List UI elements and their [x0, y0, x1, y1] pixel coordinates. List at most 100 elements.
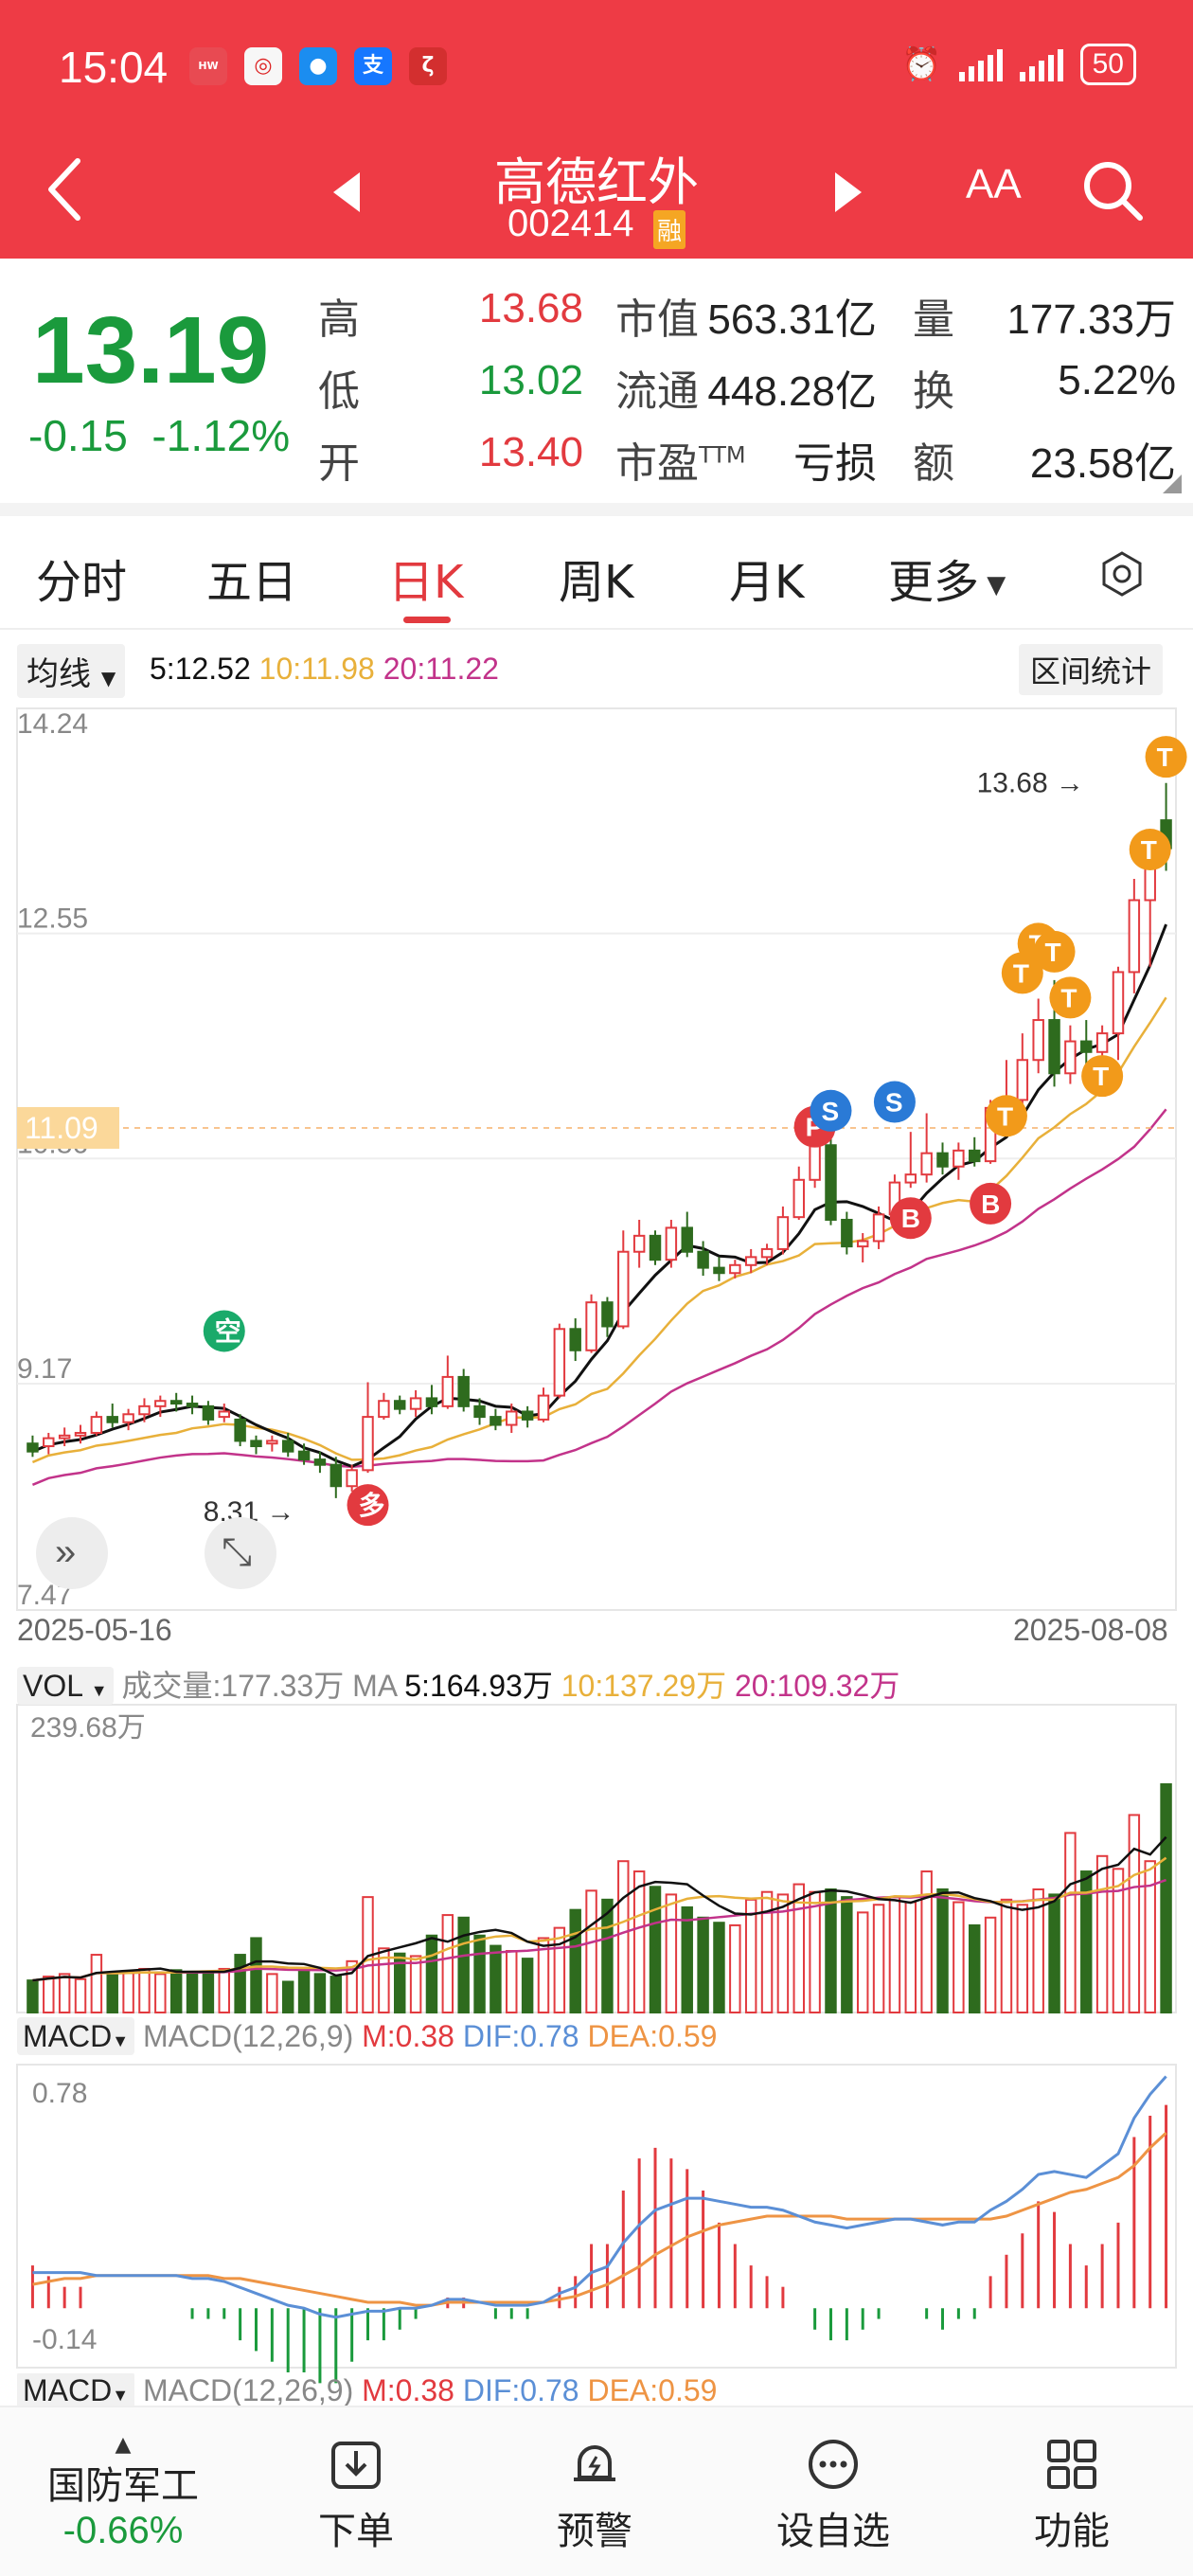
volume-bar	[1064, 1832, 1077, 2013]
candle-body	[569, 1328, 581, 1351]
candle-body	[601, 1301, 614, 1328]
candle-body	[186, 1403, 199, 1407]
t-signal-badge	[1145, 736, 1187, 778]
ma20-value: 20:11.22	[383, 652, 499, 686]
nav-order[interactable]: 下单	[280, 2436, 432, 2555]
candle-body	[169, 1400, 183, 1405]
tab-daily-k[interactable]: 日K	[388, 556, 464, 609]
macd-select-label-2: MACD	[23, 2373, 113, 2406]
candle-body	[266, 1440, 278, 1445]
indicator-select[interactable]: 均线 ▼	[17, 644, 126, 698]
volume-bar	[1032, 1888, 1044, 2013]
candle-body	[250, 1440, 262, 1448]
volume-bar	[43, 1976, 55, 2013]
next-stock-icon[interactable]	[829, 169, 867, 216]
price-tick-label: 12.55	[17, 903, 88, 935]
volume-bar	[697, 1916, 709, 2013]
expand-corner-icon[interactable]	[1163, 474, 1182, 493]
date-end-label: 2025-08-08	[1013, 1613, 1168, 1647]
volume-bar	[138, 1967, 151, 2013]
macd-params-2: MACD(12,26,9)	[142, 2373, 354, 2406]
tab-weekly-k[interactable]: 周K	[559, 556, 634, 609]
alarm-icon: ⏰	[901, 45, 942, 83]
nav-watchlist-label: 设自选	[776, 2510, 890, 2553]
tab-intraday[interactable]: 分时	[36, 556, 128, 609]
settings-icon[interactable]	[1098, 550, 1146, 598]
vol-ma5-line	[32, 1835, 1167, 1982]
candle-body	[281, 1440, 294, 1453]
status-icons: ⏰ 50	[901, 44, 1136, 85]
candle-body	[154, 1400, 167, 1407]
volume-bar	[250, 1937, 262, 2014]
t-signal-badge-letter: T	[1045, 938, 1061, 967]
volume-bar	[681, 1905, 693, 2014]
stock-app-icon: ζ	[409, 47, 447, 85]
add-watch-icon	[809, 2440, 858, 2489]
prev-stock-icon[interactable]	[328, 169, 365, 216]
nav-functions-label: 功能	[1034, 2510, 1110, 2553]
volume-bar	[825, 1888, 837, 2013]
volume-bar	[920, 1870, 933, 2013]
volume-bar	[122, 1970, 134, 2014]
candle-body	[953, 1149, 965, 1168]
volume-bar	[1112, 1868, 1125, 2014]
candle-body	[362, 1416, 374, 1472]
volume-bar	[297, 1970, 311, 2014]
message-icon: ●	[299, 47, 337, 85]
candle-body	[904, 1173, 917, 1184]
volume-bar	[1000, 1898, 1013, 2014]
volume-bar	[1160, 1782, 1172, 2014]
volume-bar	[856, 1911, 869, 2013]
candle-body	[1112, 971, 1125, 1035]
macd-select[interactable]: MACD▼	[17, 2017, 135, 2055]
volume-bar	[760, 1890, 774, 2014]
volume-bar	[218, 1967, 230, 2013]
high-price-marker: 13.68 →	[977, 768, 1084, 799]
grid-icon	[1047, 2440, 1096, 2489]
volume-bar	[953, 1901, 965, 2013]
macd-select-2[interactable]: MACD▼	[17, 2373, 135, 2406]
change-value: -0.15	[28, 411, 128, 460]
font-size-button[interactable]: AA	[966, 161, 1022, 207]
tab-more[interactable]: 更多 ▼	[888, 545, 1006, 611]
range-stats-button[interactable]: 区间统计	[1019, 644, 1164, 695]
nav-alert[interactable]: 预警	[519, 2436, 670, 2555]
price-tick-label: 9.17	[17, 1353, 72, 1385]
volume-bar	[234, 1954, 246, 2013]
t-signal-badge-letter: T	[997, 1101, 1013, 1131]
ma5-value: 5:12.52	[150, 652, 251, 686]
tab-monthly-k[interactable]: 月K	[729, 556, 805, 609]
nav-functions[interactable]: 功能	[996, 2436, 1148, 2555]
candle-body	[106, 1416, 118, 1423]
nav-watchlist[interactable]: 设自选	[757, 2436, 909, 2555]
candle-body	[506, 1410, 518, 1426]
ma10-value: 10:11.98	[258, 652, 375, 686]
date-start-label: 2025-05-16	[17, 1613, 172, 1647]
volume-bar	[904, 1901, 917, 2013]
candle-body	[681, 1226, 693, 1253]
back-icon[interactable]	[38, 152, 95, 227]
amount-value: 23.58亿	[1029, 440, 1176, 487]
candle-body	[138, 1404, 151, 1416]
candle-body	[776, 1216, 790, 1250]
volume-bar	[27, 1979, 39, 2013]
volume-bar	[202, 1970, 215, 2014]
tab-five-day[interactable]: 五日	[206, 556, 298, 609]
candle-body	[425, 1397, 438, 1407]
bell-icon	[574, 2445, 615, 2481]
search-icon[interactable]	[1079, 157, 1146, 224]
volume-bar	[1048, 1893, 1060, 2013]
vol-select[interactable]: VOL ▼	[17, 1667, 114, 1705]
candle-body	[473, 1404, 486, 1419]
volume-bar	[888, 1896, 901, 2013]
sector-button[interactable]: ▲ 国防军工 -0.66%	[38, 2435, 208, 2552]
t-signal-badge-letter: T	[1157, 742, 1173, 772]
macd-dea: DEA:0.59	[587, 2019, 718, 2053]
mcap-value: 563.31亿	[707, 296, 877, 343]
macd-dif-2: DIF:0.78	[462, 2373, 579, 2406]
volume-bar	[281, 1980, 294, 2013]
volume-bar	[58, 1973, 71, 2013]
candle-body	[713, 1266, 725, 1275]
volume-bar	[665, 1893, 678, 2013]
